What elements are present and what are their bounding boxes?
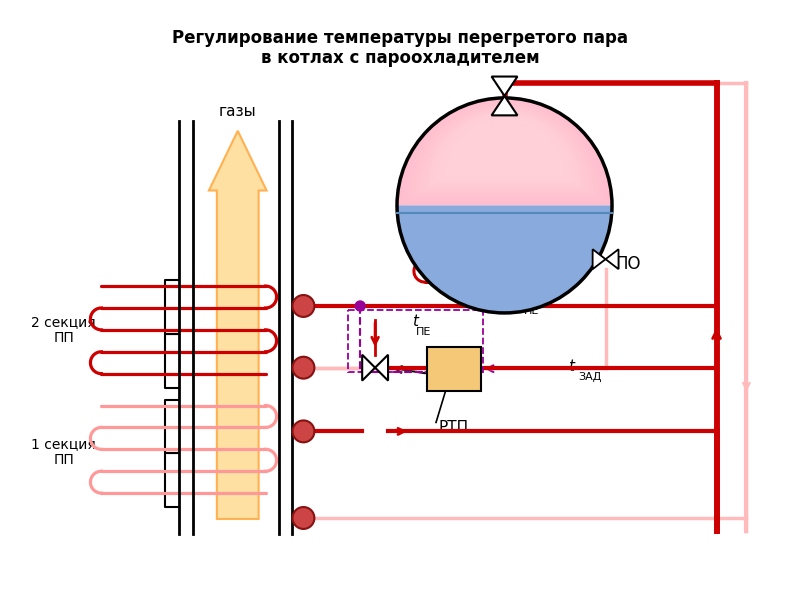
Polygon shape (491, 77, 518, 96)
Text: Регулирование температуры перегретого пара: Регулирование температуры перегретого па… (172, 29, 628, 47)
Polygon shape (491, 96, 518, 115)
FancyArrow shape (209, 131, 266, 519)
Text: D: D (511, 295, 523, 310)
Text: ЗАД: ЗАД (578, 371, 602, 382)
Text: 2 секция
ПП: 2 секция ПП (31, 315, 96, 345)
Bar (348, 310, 482, 371)
Circle shape (293, 507, 314, 529)
Wedge shape (397, 205, 612, 313)
Text: газы: газы (219, 104, 257, 119)
Circle shape (293, 295, 314, 317)
Text: t: t (568, 359, 574, 374)
Text: РТП: РТП (438, 420, 469, 435)
Polygon shape (375, 355, 388, 380)
Text: ПО: ПО (615, 255, 641, 273)
Wedge shape (397, 98, 612, 205)
Polygon shape (593, 249, 606, 269)
Text: ПЕ: ПЕ (416, 327, 431, 337)
Text: в котлах с пароохладителем: в котлах с пароохладителем (261, 49, 539, 67)
Text: ПЕ: ПЕ (523, 306, 539, 316)
Polygon shape (362, 355, 375, 380)
Polygon shape (606, 249, 618, 269)
Circle shape (355, 301, 365, 311)
Text: t: t (413, 314, 418, 329)
FancyBboxPatch shape (427, 347, 481, 391)
Circle shape (293, 357, 314, 379)
Text: 1 секция
ПП: 1 секция ПП (31, 437, 96, 467)
Circle shape (293, 421, 314, 442)
